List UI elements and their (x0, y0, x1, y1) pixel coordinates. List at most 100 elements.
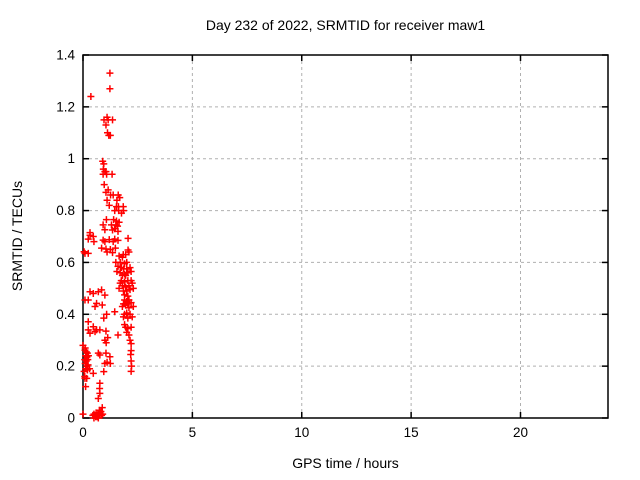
data-point-marker (116, 258, 124, 266)
data-point-marker (119, 313, 127, 321)
data-point-marker (115, 252, 123, 260)
data-point-marker (123, 265, 131, 273)
data-point-marker (97, 408, 105, 416)
data-point-marker (116, 279, 124, 287)
y-tick-label: 0.2 (56, 359, 75, 374)
data-point-marker (124, 234, 132, 242)
data-point-marker (86, 288, 94, 296)
data-point-marker (109, 238, 117, 246)
data-point-marker (109, 116, 117, 124)
data-point-marker (127, 299, 135, 307)
data-point-marker (127, 340, 135, 348)
data-point-marker (124, 300, 132, 308)
data-point-marker (104, 334, 112, 342)
data-point-marker (100, 368, 108, 376)
data-point-marker (126, 336, 134, 344)
x-tick-label: 10 (294, 425, 309, 440)
data-point-marker (124, 325, 132, 333)
data-point-marker (94, 349, 102, 357)
x-tick-label: 5 (189, 425, 197, 440)
data-point-marker (127, 350, 135, 358)
data-point-marker (128, 279, 136, 287)
data-point-marker (99, 221, 107, 229)
data-point-marker (102, 339, 110, 347)
data-point-marker (121, 321, 129, 329)
data-point-marker (101, 226, 109, 234)
data-point-marker (125, 248, 133, 256)
y-tick-label: 1 (67, 151, 75, 166)
data-point-marker (101, 291, 109, 299)
data-point-marker (106, 360, 114, 368)
data-point-marker (105, 201, 113, 209)
y-tick-label: 1.2 (56, 99, 75, 114)
data-point-marker (100, 181, 108, 189)
data-point-marker (125, 331, 133, 339)
data-point-marker (86, 231, 94, 239)
y-tick-label: 0 (67, 411, 75, 426)
data-point-marker (84, 318, 92, 326)
plot-border (82, 54, 609, 419)
data-point-marker (103, 196, 111, 204)
data-point-marker (114, 227, 122, 235)
x-tick-label: 0 (79, 425, 87, 440)
data-point-marker (103, 358, 111, 366)
data-point-marker (81, 373, 89, 381)
data-point-marker (106, 353, 114, 361)
data-point-marker (109, 249, 117, 257)
data-point-marker (106, 131, 114, 139)
data-point-marker (91, 328, 99, 336)
data-point-marker (102, 216, 110, 224)
data-point-marker (127, 367, 135, 375)
data-point-marker (111, 244, 119, 252)
data-point-marker (129, 303, 137, 311)
y-tick-label: 0.4 (56, 307, 75, 322)
data-point-marker (114, 262, 122, 270)
data-point-marker (113, 268, 121, 276)
data-point-marker (124, 292, 132, 300)
data-point-marker (98, 404, 106, 412)
data-point-marker (103, 310, 111, 318)
data-point-marker (87, 92, 95, 100)
data-point-marker (96, 326, 104, 334)
data-point-marker (126, 286, 134, 294)
data-point-marker (129, 284, 137, 292)
data-point-marker (86, 365, 94, 373)
data-point-marker (108, 170, 116, 178)
data-point-marker (89, 369, 97, 377)
data-point-marker (128, 313, 136, 321)
x-tick-label: 15 (404, 425, 419, 440)
data-point-marker (89, 323, 97, 331)
data-point-marker (102, 121, 110, 129)
data-point-marker (98, 244, 106, 252)
data-point-marker (122, 283, 130, 291)
data-point-marker (123, 258, 131, 266)
data-point-marker (93, 299, 101, 307)
data-point-marker (125, 304, 133, 312)
data-point-marker (122, 271, 130, 279)
data-point-marker (98, 286, 106, 294)
x-axis-label: GPS time / hours (292, 455, 399, 471)
data-point-marker (90, 238, 98, 246)
data-point-marker (123, 287, 131, 295)
y-tick-label: 0.6 (56, 255, 75, 270)
data-point-marker (114, 331, 122, 339)
y-tick-label: 1.4 (56, 48, 75, 63)
data-point-marker (111, 308, 119, 316)
data-point-marker (116, 194, 124, 202)
data-point-marker (100, 314, 108, 322)
data-point-marker (96, 389, 104, 397)
data-point-marker (81, 346, 89, 354)
data-point-marker (115, 284, 123, 292)
x-tick-label: 20 (513, 425, 528, 440)
data-point-marker (124, 314, 132, 322)
data-point-marker (91, 303, 99, 311)
data-point-marker (82, 383, 90, 391)
data-point-marker (118, 303, 126, 311)
data-point-marker (106, 85, 114, 93)
data-point-marker (102, 327, 110, 335)
data-point-marker (84, 326, 92, 334)
data-point-marker (114, 236, 122, 244)
chart-title: Day 232 of 2022, SRMTID for receiver maw… (205, 17, 486, 33)
